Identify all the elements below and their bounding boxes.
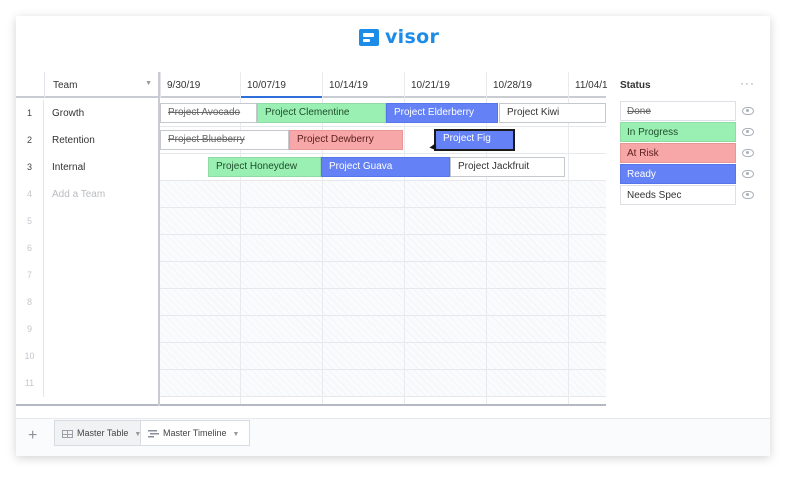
tab-label: Master Timeline [163,428,227,438]
table-row[interactable]: 11 [16,370,606,397]
date-header: 10/07/19 [240,72,322,98]
row-number: 9 [16,316,44,343]
row-number: 6 [16,235,44,262]
team-name[interactable] [44,343,158,370]
table-row[interactable]: 7 [16,262,606,289]
table-row[interactable]: 8 [16,289,606,316]
date-header: 9/30/19 [160,72,240,98]
row-number: 10 [16,343,44,370]
sheet-tabs-bar: + Master Table ▼ Master Timeline ▼ [16,418,770,456]
eye-icon[interactable] [742,191,754,199]
status-item-done[interactable]: Done [620,101,736,121]
team-name[interactable] [44,235,158,262]
grid-line [404,72,405,404]
tab-master-table[interactable]: Master Table ▼ [54,420,153,446]
team-name[interactable]: Internal [44,154,158,181]
project-bar[interactable]: Project Honeydew [208,157,321,177]
eye-icon[interactable] [742,170,754,178]
chevron-down-icon[interactable]: ▼ [232,431,240,438]
grid-line [568,72,569,404]
project-bar[interactable]: Project Elderberry [386,103,498,123]
team-name[interactable] [44,262,158,289]
grid-line [240,72,241,404]
project-bar[interactable]: Project Clementine [257,103,386,123]
tab-label: Master Table [77,428,129,438]
app-window: visor Team ▼ 9/30/19 10/07/19 10/14/19 1… [16,16,770,456]
logo-text: visor [385,26,440,48]
team-column-label: Team [53,80,78,91]
tab-master-timeline[interactable]: Master Timeline ▼ [140,420,251,446]
row-number: 1 [16,100,44,127]
status-item-ready[interactable]: Ready [620,164,736,184]
project-bar[interactable]: Project Blueberry [160,130,289,150]
row-number: 7 [16,262,44,289]
project-bar[interactable]: Project Dewberry [289,130,403,150]
row-number: 2 [16,127,44,154]
team-name[interactable] [44,289,158,316]
chevron-down-icon[interactable]: ▼ [145,80,152,87]
project-bar-selected[interactable]: Project Fig [434,129,515,151]
row-number: 11 [16,370,44,397]
status-item-needs-spec[interactable]: Needs Spec [620,185,736,205]
date-header: 10/21/19 [404,72,486,98]
table-row[interactable]: 9 [16,316,606,343]
table-row[interactable]: 6 [16,235,606,262]
timeline-grid: Team ▼ 9/30/19 10/07/19 10/14/19 10/21/1… [16,72,608,406]
row-number: 8 [16,289,44,316]
visor-logo: visor [359,26,439,48]
chevron-down-icon[interactable]: ▼ [134,431,142,438]
ellipsis-icon[interactable]: ··· [740,76,755,90]
team-name[interactable] [44,208,158,235]
add-team-placeholder[interactable]: Add a Team [44,181,158,208]
team-name[interactable]: Retention [44,127,158,154]
row-number: 3 [16,154,44,181]
team-column-header[interactable]: Team ▼ [44,72,158,98]
project-bar[interactable]: Project Guava [321,157,450,177]
date-header: 10/14/19 [322,72,404,98]
table-row[interactable]: 2 Retention [16,127,606,154]
row-number: 5 [16,208,44,235]
team-name[interactable]: Growth [44,100,158,127]
timeline-icon [148,430,159,438]
eye-icon[interactable] [742,128,754,136]
status-item-in-progress[interactable]: In Progress [620,122,736,142]
project-bar[interactable]: Project Avocado [160,103,257,123]
team-name[interactable] [44,370,158,397]
date-header: 11/04/1 [568,72,608,98]
plus-icon[interactable]: + [28,427,38,444]
table-row[interactable]: 10 [16,343,606,370]
grid-line [322,72,323,404]
table-row[interactable]: 5 [16,208,606,235]
status-item-at-risk[interactable]: At Risk [620,143,736,163]
table-row[interactable]: 4 Add a Team [16,181,606,208]
table-row[interactable]: 3 Internal [16,154,606,181]
grid-header: Team ▼ 9/30/19 10/07/19 10/14/19 10/21/1… [16,72,608,98]
date-header: 10/28/19 [486,72,568,98]
project-bar[interactable]: Project Kiwi [499,103,606,123]
eye-icon[interactable] [742,149,754,157]
team-name[interactable] [44,316,158,343]
project-bar[interactable]: Project Jackfruit [450,157,565,177]
table-row[interactable]: 1 Growth [16,100,606,127]
row-number: 4 [16,181,44,208]
frozen-column-divider[interactable] [158,72,160,406]
eye-icon[interactable] [742,107,754,115]
visor-logo-icon [359,28,379,46]
status-title: Status [620,80,651,91]
grid-line [486,72,487,404]
table-icon [62,430,73,438]
